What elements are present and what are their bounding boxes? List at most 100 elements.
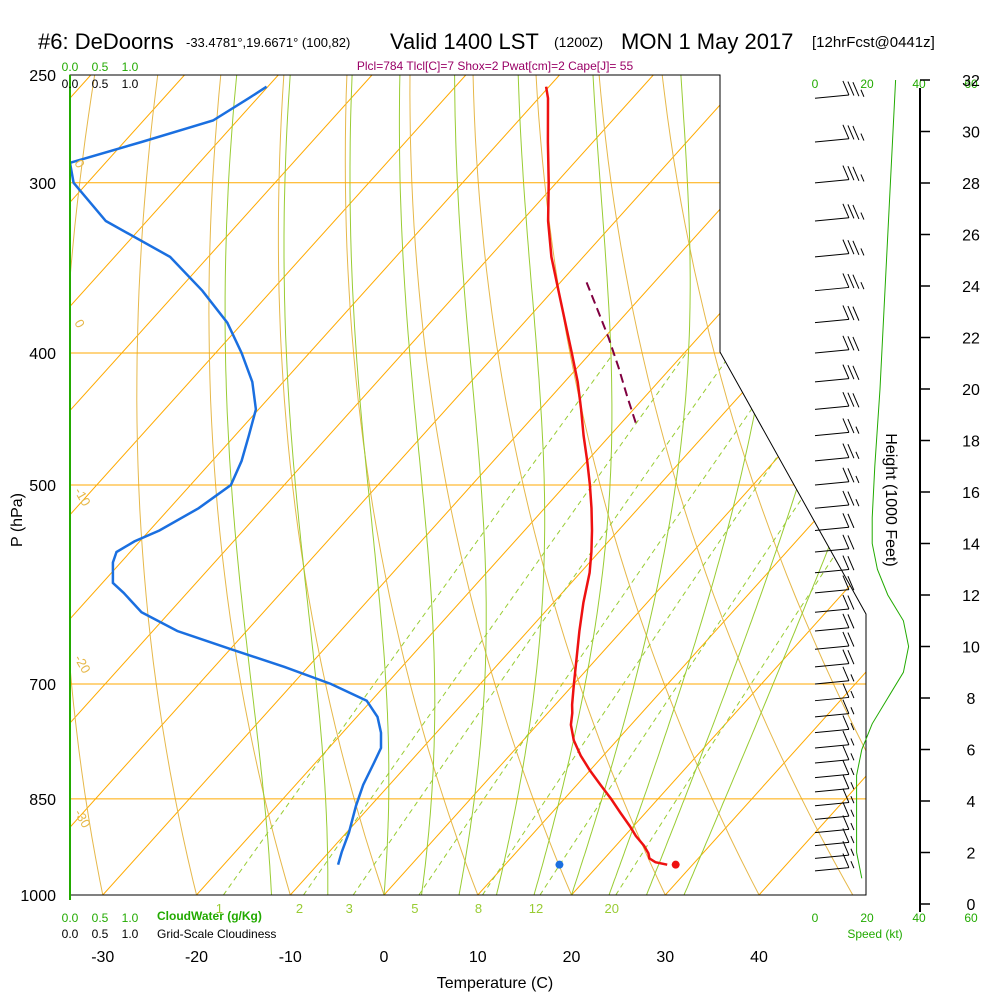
- dry-adiabat-30: [472, 75, 680, 895]
- barb-flag: [847, 418, 855, 434]
- wind-barb: [814, 80, 865, 99]
- height-tick-22: 22: [962, 331, 980, 348]
- barb-staff: [814, 504, 849, 509]
- barb-staff: [814, 680, 849, 685]
- wind-barb: [814, 745, 855, 764]
- temperature-tick--10: -10: [279, 949, 302, 966]
- barb-flag: [842, 715, 850, 730]
- barb-staff: [814, 457, 849, 462]
- barb-half-flag: [850, 738, 855, 746]
- surface-point-temperature: [671, 860, 680, 869]
- barb-staff: [814, 854, 849, 859]
- barb-half-flag: [860, 174, 865, 182]
- barb-half-flag: [850, 835, 855, 844]
- temperature-line: [544, 86, 668, 866]
- height-tick-16: 16: [962, 485, 980, 502]
- barb-flag: [842, 815, 850, 830]
- x-axis-label: Temperature (C): [437, 975, 553, 992]
- mixing-ratio-12: [539, 352, 866, 895]
- barb-flag: [842, 649, 850, 664]
- barb-flag: [852, 81, 860, 97]
- mixing-ratio-label-2: 2: [296, 901, 303, 916]
- speed-top-tick-0: 0: [812, 77, 819, 91]
- barb-flag: [852, 274, 860, 289]
- pressure-tick-700: 700: [29, 677, 56, 694]
- temperature-tick--20: -20: [185, 949, 208, 966]
- barb-flag: [842, 203, 850, 218]
- temperature-tick-0: 0: [380, 949, 389, 966]
- barb-staff: [814, 608, 849, 613]
- barb-flag: [847, 204, 855, 219]
- wind-barb: [814, 631, 855, 650]
- pressure-tick-850: 850: [29, 792, 56, 809]
- barb-staff: [814, 867, 849, 872]
- barb-staff: [814, 405, 849, 410]
- barb-flag: [852, 306, 860, 321]
- wind-barb: [814, 730, 855, 749]
- left-scale-label-0-380: 0: [71, 317, 88, 331]
- bottom-cloud-tick-1: 0.5: [92, 911, 109, 925]
- zulu-time: (1200Z): [554, 34, 603, 50]
- top-cloudiness-tick-2: 1.0: [122, 77, 139, 91]
- dry-adiabat-70: [721, 75, 866, 895]
- left-scale-label--20-670: -20: [71, 652, 93, 676]
- barb-staff: [814, 728, 849, 734]
- wind-barb: [814, 649, 855, 668]
- barb-half-flag: [860, 89, 865, 97]
- wind-barb: [814, 443, 860, 462]
- barb-staff: [814, 94, 849, 99]
- barb-flag: [842, 534, 850, 549]
- barb-flag: [847, 650, 855, 665]
- barb-flag: [842, 699, 850, 714]
- barb-flag: [842, 335, 850, 350]
- barb-half-flag: [850, 848, 855, 856]
- speed-line: [856, 79, 910, 879]
- barb-flag: [842, 418, 850, 433]
- barb-flag: [842, 683, 850, 698]
- mixing-ratio-label-8: 8: [475, 901, 482, 916]
- wind-barbs: [814, 80, 865, 872]
- barb-staff: [814, 217, 849, 222]
- mixing-ratio-3: [352, 352, 732, 895]
- mixing-ratio-label-12: 12: [529, 901, 543, 916]
- barb-flag: [847, 491, 855, 506]
- barb-half-flag: [850, 822, 855, 831]
- moist-adiabat-12: [496, 75, 546, 895]
- mixing-ratio-label-1: 1: [216, 901, 223, 916]
- barb-flag: [847, 468, 855, 483]
- wind-barb: [814, 165, 865, 184]
- barb-flag: [842, 443, 850, 458]
- mixing-ratio-label-20: 20: [605, 901, 619, 916]
- barb-flag: [847, 305, 855, 321]
- barb-flag: [842, 513, 850, 528]
- height-tick-8: 8: [967, 691, 976, 708]
- barb-flag: [847, 444, 855, 459]
- mixing-ratio-label-5: 5: [411, 901, 418, 916]
- barb-staff: [814, 645, 849, 650]
- wind-barb: [814, 418, 860, 437]
- top-cloud-tick-0: 0.0: [62, 60, 79, 74]
- barb-half-flag: [855, 451, 860, 460]
- location-coords: -33.4781°,19.6671° (100,82): [186, 35, 350, 50]
- barb-flag: [847, 365, 855, 380]
- barb-flag: [842, 124, 850, 139]
- barb-flag: [842, 828, 850, 843]
- barb-half-flag: [850, 861, 855, 869]
- wind-barb: [814, 853, 855, 872]
- barb-staff: [814, 431, 849, 437]
- barb-flag: [842, 239, 850, 254]
- wind-barb: [814, 513, 855, 532]
- wind-barb: [814, 391, 860, 410]
- barb-flag: [852, 393, 860, 408]
- barb-staff: [814, 696, 849, 702]
- date-label: MON 1 May 2017: [621, 29, 793, 54]
- barb-flag: [847, 81, 855, 96]
- barb-staff: [814, 286, 849, 292]
- isotherm--90: [70, 75, 279, 895]
- barb-flag: [842, 273, 850, 288]
- wind-barb: [814, 467, 860, 486]
- barb-flag: [852, 240, 860, 256]
- barb-staff: [814, 481, 849, 486]
- pressure-tick-300: 300: [29, 176, 56, 193]
